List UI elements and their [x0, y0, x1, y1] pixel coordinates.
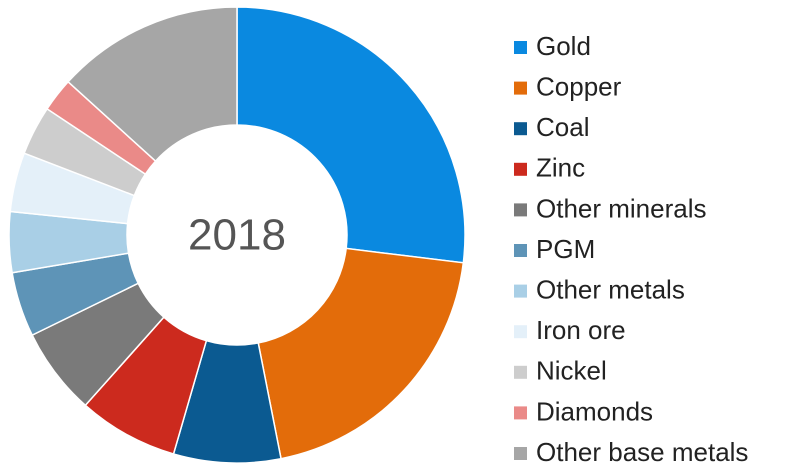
legend-swatch: [514, 41, 527, 54]
legend-label: Coal: [536, 112, 589, 142]
slice: [236, 6, 466, 264]
legend-swatch: [514, 284, 527, 298]
legend-swatch: [514, 325, 527, 339]
legend-label: Other metals: [536, 274, 685, 304]
legend-swatch: [514, 203, 527, 217]
legend-swatch: [514, 81, 527, 95]
legend-label: Diamonds: [536, 396, 653, 426]
slice: [257, 247, 465, 460]
center-label: 2018: [188, 211, 286, 260]
legend-swatch: [514, 122, 527, 136]
legend-label: Other minerals: [536, 193, 707, 223]
legend-label: Copper: [536, 71, 622, 101]
legend-swatch: [514, 365, 527, 379]
legend-label: Zinc: [536, 153, 585, 183]
legend-swatch: [514, 244, 527, 257]
legend-label: Iron ore: [536, 315, 626, 345]
legend-label: PGM: [536, 234, 595, 264]
legend-label: Other base metals: [536, 437, 748, 464]
legend-swatch: [514, 447, 527, 460]
legend-swatch: [514, 406, 527, 420]
legend-label: Nickel: [536, 356, 607, 386]
legend-swatch: [514, 162, 527, 176]
legend-label: Gold: [536, 31, 591, 61]
slice: [67, 6, 238, 163]
